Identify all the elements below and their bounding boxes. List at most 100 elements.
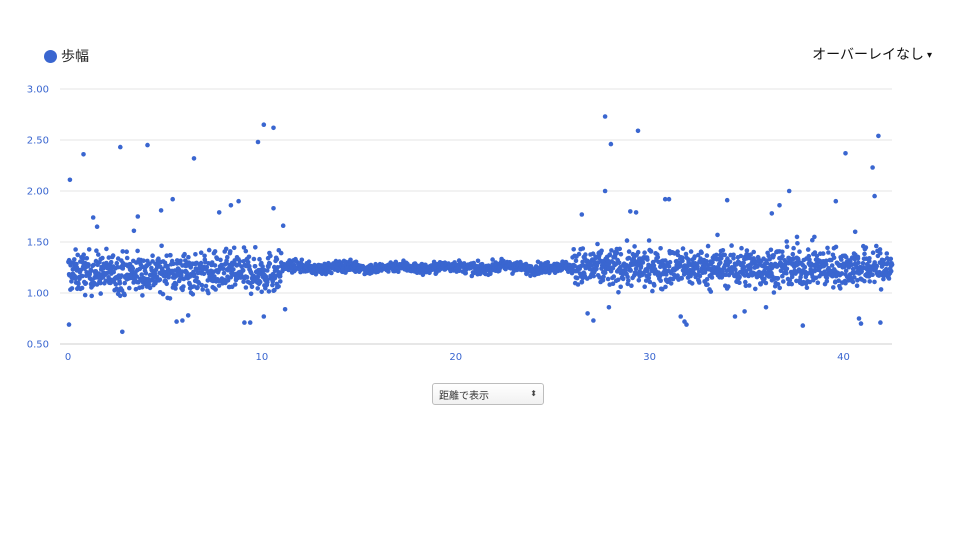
data-point [718, 260, 723, 265]
data-point [86, 247, 92, 252]
data-point [888, 256, 894, 262]
data-point [867, 255, 872, 261]
data-point [791, 245, 796, 251]
data-point [202, 253, 207, 259]
data-point [874, 243, 879, 249]
data-point [241, 245, 247, 250]
data-point [638, 263, 644, 269]
data-point [741, 264, 747, 270]
data-point [157, 277, 163, 282]
data-point [249, 284, 255, 290]
data-point [780, 253, 785, 259]
data-point [678, 263, 683, 268]
data-point [583, 265, 589, 270]
data-point [777, 203, 782, 208]
data-point [251, 256, 257, 262]
data-point [206, 247, 212, 253]
y-tick-label: 2.00 [27, 187, 49, 198]
data-point [839, 257, 844, 262]
data-point [164, 253, 169, 258]
data-point [617, 246, 622, 252]
data-point [216, 283, 222, 288]
data-point [763, 305, 769, 310]
data-point [114, 260, 120, 266]
data-point [624, 238, 630, 243]
x-tick-label: 40 [837, 352, 850, 363]
data-point [658, 278, 663, 284]
data-point [884, 251, 890, 256]
data-point [170, 196, 175, 202]
data-point [119, 273, 124, 278]
data-point [212, 263, 218, 268]
data-point [751, 249, 756, 255]
data-point [775, 276, 781, 281]
data-point [620, 276, 626, 282]
data-point [180, 318, 185, 323]
data-point [168, 253, 173, 258]
data-point [243, 248, 249, 254]
data-point [146, 282, 152, 287]
data-point [695, 264, 700, 269]
data-point [96, 252, 101, 257]
data-point [261, 122, 267, 127]
data-point [150, 253, 155, 258]
data-point [705, 243, 711, 249]
data-point [615, 277, 621, 283]
data-point [831, 255, 837, 260]
data-point [729, 243, 734, 248]
data-point [679, 276, 684, 281]
data-point [94, 248, 99, 253]
data-point [602, 188, 608, 194]
data-point [632, 244, 637, 249]
data-point [870, 165, 875, 170]
x-tick-label: 0 [65, 352, 71, 363]
data-point [789, 274, 795, 280]
data-point [876, 133, 881, 139]
data-point [117, 293, 123, 299]
data-point [881, 276, 886, 282]
data-point [255, 139, 261, 145]
data-point [852, 275, 857, 280]
data-point [647, 279, 653, 285]
data-point [867, 279, 872, 284]
data-point [141, 258, 146, 264]
data-point [89, 293, 94, 299]
data-point [573, 258, 579, 264]
data-point [764, 260, 770, 266]
data-point [763, 280, 769, 286]
data-point [629, 283, 634, 289]
distance-select[interactable]: 距離で表示 ⬍ [432, 383, 544, 405]
data-point [203, 283, 209, 289]
data-point [94, 224, 100, 229]
data-point [689, 281, 695, 286]
x-tick-label: 20 [449, 352, 462, 363]
data-point [862, 251, 867, 257]
data-point [271, 206, 276, 211]
data-point [626, 278, 631, 283]
data-point [386, 269, 391, 274]
data-point [270, 282, 275, 288]
data-point [276, 284, 281, 289]
data-point [119, 288, 125, 293]
chart-legend[interactable]: 歩幅 [44, 46, 89, 66]
data-point [663, 284, 668, 290]
data-point [154, 274, 160, 280]
data-point [616, 260, 622, 266]
data-point [733, 267, 738, 273]
data-point [762, 276, 767, 282]
data-point [794, 278, 799, 284]
data-point [143, 270, 149, 276]
data-point [76, 281, 81, 287]
overlay-dropdown[interactable]: オーバーレイなし ▾ [812, 44, 932, 64]
data-point [814, 253, 820, 259]
data-point [878, 320, 883, 325]
data-point [78, 267, 84, 273]
data-point [139, 284, 145, 290]
data-point [704, 277, 710, 282]
data-point [870, 272, 875, 278]
data-point [117, 281, 123, 286]
data-point [795, 241, 800, 246]
x-tick-label: 10 [256, 352, 269, 363]
data-point [616, 290, 621, 295]
data-point [662, 196, 668, 202]
